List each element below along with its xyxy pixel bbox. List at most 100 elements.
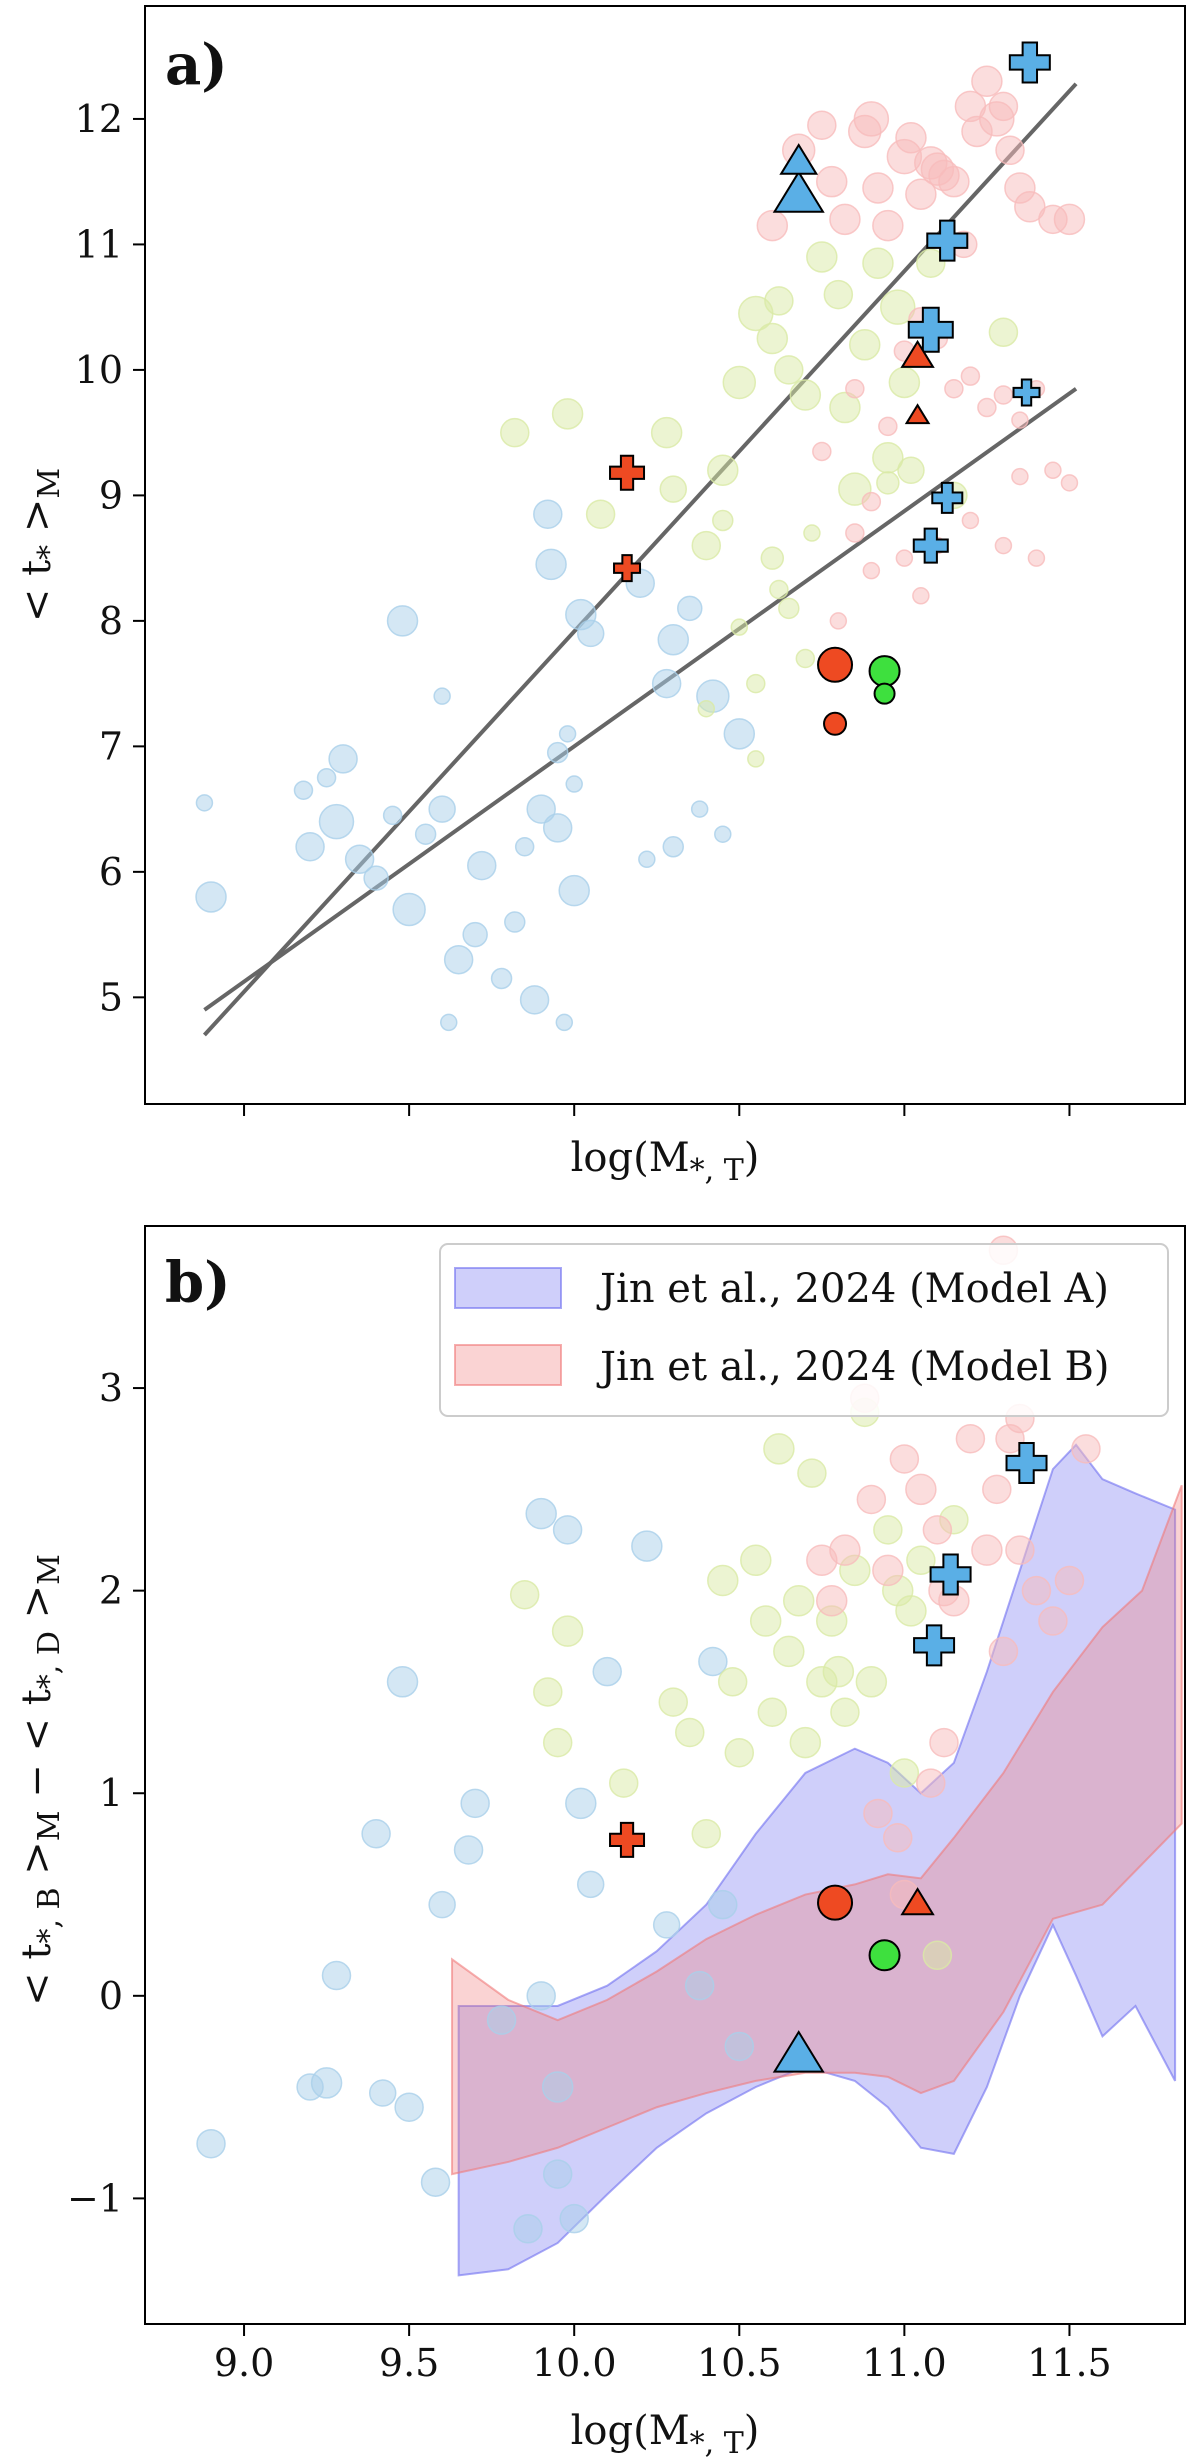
b-background-point-66: [856, 1484, 887, 1515]
b-background-point-5: [368, 2079, 397, 2107]
b-x-tick-label-4: 11.0: [862, 2341, 947, 2385]
a-background-point-47: [650, 416, 683, 449]
b-plus-marker-1: [929, 1553, 972, 1596]
a-plus-marker-3: [1012, 378, 1041, 407]
a-background-point-66: [880, 289, 916, 325]
b-y-tick-label-4: 3: [99, 1366, 123, 1410]
b-background-point-17: [542, 2159, 573, 2189]
a-background-point-55: [764, 286, 794, 316]
a-plus-marker-5: [912, 527, 949, 564]
a-background-point-125: [895, 549, 914, 567]
x-axis-label-a: log(M*, T): [571, 1135, 760, 1188]
b-background-point-29: [533, 1677, 563, 1707]
a-background-point-27: [546, 741, 569, 764]
a-background-point-63: [862, 247, 894, 279]
legend: Jin et al., 2024 (Model A) Jin et al., 2…: [439, 1243, 1169, 1417]
a-background-point-78: [760, 546, 785, 570]
a-background-point-126: [912, 587, 930, 605]
a-background-point-120: [994, 536, 1013, 555]
panel-a: 5 6 7 8 9 10 11 12 a) log(M*, T) < t* >M: [14, 5, 1186, 1188]
a-background-point-106: [1053, 203, 1086, 236]
a-plus-marker-0: [1008, 41, 1051, 84]
b-background-point-33: [608, 1768, 639, 1798]
b-background-point-3: [321, 1960, 352, 1991]
b-background-point-30: [542, 1727, 573, 1758]
a-background-point-69: [916, 248, 946, 278]
a-background-point-17: [462, 921, 488, 948]
b-background-points: [196, 1235, 1101, 2244]
a-background-point-117: [1044, 461, 1062, 480]
a-circle-marker-15: [873, 682, 896, 705]
b-background-point-73: [955, 1423, 986, 1454]
a-background-point-25: [535, 548, 567, 581]
a-background-point-21: [514, 837, 535, 857]
b-background-point-86: [883, 1823, 913, 1853]
b-background-point-59: [906, 1545, 936, 1576]
b-plus-marker-0: [1005, 1442, 1048, 1485]
b-background-point-20: [565, 1787, 597, 1820]
a-background-point-28: [558, 725, 577, 743]
a-background-point-73: [746, 673, 766, 694]
b-background-point-4: [361, 1818, 391, 1849]
b-background-point-32: [509, 1579, 540, 1610]
a-background-point-38: [677, 595, 703, 622]
a-background-point-29: [555, 1013, 574, 1032]
b-background-point-28: [724, 2031, 755, 2062]
a-background-point-72: [697, 699, 716, 718]
a-y-tick-label-7: 12: [75, 97, 123, 141]
b-background-point-69: [905, 1473, 937, 1506]
y-axis-label-b: < t*, B >M − < t*, D >M: [14, 1554, 67, 2006]
a-background-point-24: [533, 499, 563, 529]
a-background-point-5: [295, 832, 325, 862]
a-background-point-131: [1011, 467, 1029, 486]
b-y-tick-label-3: 2: [99, 1569, 123, 1613]
a-background-point-79: [795, 648, 816, 669]
b-background-point-64: [829, 1534, 861, 1566]
b-background-point-18: [552, 1515, 583, 1545]
b-background-point-63: [815, 1585, 848, 1617]
a-background-point-42: [723, 718, 756, 750]
a-background-point-2: [293, 780, 314, 801]
b-background-point-41: [749, 1605, 782, 1637]
a-plus-marker-2: [907, 306, 954, 353]
b-background-point-47: [797, 1458, 827, 1488]
a-background-point-102: [995, 135, 1025, 166]
a-background-point-85: [829, 203, 861, 236]
b-x-tick-label-3: 10.5: [697, 2341, 782, 2385]
a-background-point-35: [662, 836, 685, 858]
a-background-point-62: [848, 329, 881, 361]
panel-b: 9.0 9.5 10.0 10.5 11.0 11.5 −1 0 1 2 3 b) Jin et a…: [14, 1225, 1186, 2461]
a-background-point-56: [774, 355, 804, 385]
panel-label-b: b): [165, 1250, 231, 1316]
b-x-tick-label-2: 10.0: [532, 2341, 617, 2385]
a-triangle-marker-10: [900, 339, 935, 368]
b-background-point-8: [420, 2167, 451, 2197]
a-background-point-104: [1014, 191, 1046, 223]
a-background-point-68: [897, 456, 925, 485]
b-plus-marker-3: [609, 1821, 646, 1858]
b-x-tick-label-1: 9.5: [379, 2341, 439, 2385]
a-background-point-11: [392, 892, 426, 927]
a-background-point-39: [690, 800, 709, 818]
b-background-point-82: [1071, 1434, 1101, 1464]
a-background-point-16: [439, 1013, 458, 1032]
a-plus-marker-6: [609, 454, 646, 491]
b-background-point-81: [1054, 1565, 1085, 1596]
b-triangle-marker-4: [772, 2030, 825, 2073]
b-background-point-54: [855, 1666, 888, 1698]
a-circle-marker-12: [817, 646, 854, 683]
a-background-point-20: [504, 911, 526, 933]
b-circle-marker-7: [868, 1939, 901, 1972]
b-background-point-6: [386, 1666, 419, 1698]
a-background-point-9: [382, 805, 403, 826]
a-background-point-123: [845, 523, 865, 543]
b-background-point-19: [559, 2203, 589, 2234]
a-background-point-92: [905, 178, 937, 210]
a-background-point-115: [1011, 411, 1029, 429]
a-y-tick-label-6: 11: [75, 222, 123, 266]
a-background-point-128: [961, 511, 980, 530]
b-background-point-25: [684, 1970, 715, 2001]
a-background-point-19: [490, 967, 513, 990]
b-x-tick-label-0: 9.0: [214, 2341, 274, 2385]
